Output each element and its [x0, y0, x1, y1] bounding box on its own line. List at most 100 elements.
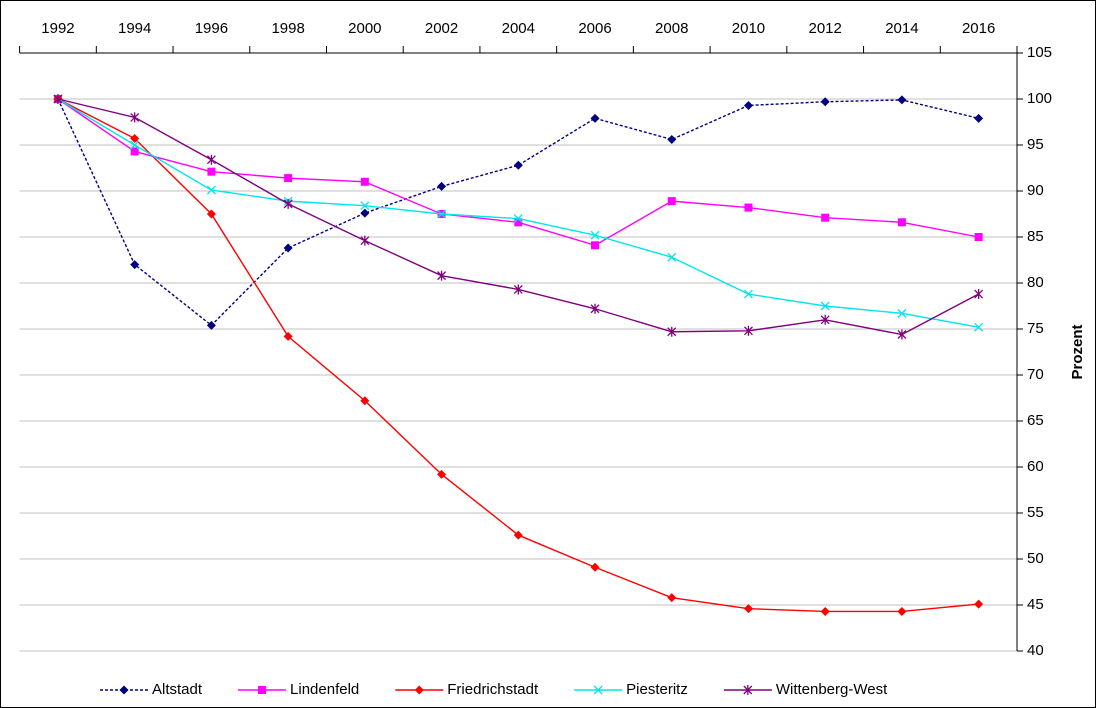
marker — [593, 685, 603, 695]
marker — [820, 314, 830, 325]
x-tick-label: 2014 — [885, 20, 918, 37]
marker — [974, 289, 984, 300]
marker — [820, 97, 830, 107]
marker — [283, 198, 293, 209]
x-tick-label: 2016 — [962, 20, 995, 37]
marker — [590, 230, 600, 240]
marker — [667, 326, 677, 337]
marker — [897, 308, 907, 318]
marker — [119, 685, 129, 695]
marker — [974, 322, 984, 332]
y-tick-label: 50 — [1027, 550, 1044, 567]
y-tick-label: 95 — [1027, 136, 1044, 153]
marker — [974, 233, 983, 241]
marker — [284, 174, 293, 183]
marker — [130, 147, 139, 156]
marker — [897, 95, 907, 105]
marker — [130, 134, 140, 144]
marker — [743, 604, 753, 614]
x-tick-label: 2010 — [732, 20, 765, 37]
marker — [360, 235, 370, 246]
marker — [437, 469, 447, 479]
marker — [667, 593, 677, 603]
x-tick-label: 1992 — [41, 20, 74, 37]
x-tick-label: 2000 — [348, 20, 381, 37]
marker — [744, 203, 753, 212]
marker — [414, 685, 424, 695]
marker — [974, 113, 984, 123]
marker — [283, 331, 293, 341]
marker — [820, 301, 830, 311]
y-tick-label: 105 — [1027, 44, 1052, 61]
legend-label: Friedrichstadt — [447, 681, 539, 698]
legend-item: Friedrichstadt — [395, 681, 539, 698]
marker — [258, 686, 267, 694]
marker — [360, 201, 370, 211]
marker — [130, 112, 140, 123]
marker — [513, 284, 523, 295]
marker — [513, 160, 523, 170]
legend-item: Wittenberg-West — [723, 681, 888, 698]
x-tick-label: 1996 — [195, 20, 228, 37]
legend-item: Piesteritz — [574, 681, 688, 698]
marker — [667, 197, 676, 206]
marker — [744, 325, 753, 336]
marker — [897, 218, 906, 227]
marker — [897, 606, 907, 616]
x-tick-label: 2008 — [655, 20, 688, 37]
marker — [897, 329, 907, 340]
marker — [744, 289, 753, 299]
marker — [590, 113, 600, 123]
marker — [514, 218, 523, 227]
marker — [590, 303, 600, 314]
x-tick-label: 2012 — [809, 20, 842, 37]
marker — [206, 209, 216, 219]
marker — [130, 260, 140, 270]
x-tick-label: 2006 — [578, 20, 611, 37]
legend-item: Lindenfeld — [238, 681, 359, 698]
marker — [974, 599, 984, 609]
y-tick-label: 65 — [1027, 412, 1044, 429]
marker — [53, 94, 63, 104]
marker — [206, 185, 216, 195]
marker — [667, 134, 677, 144]
marker — [360, 208, 370, 218]
y-tick-label: 75 — [1027, 320, 1044, 337]
marker — [820, 606, 830, 616]
marker — [667, 252, 677, 262]
marker — [360, 396, 370, 406]
marker — [821, 213, 830, 222]
legend-label: Wittenberg-West — [776, 681, 888, 698]
y-tick-label: 90 — [1027, 182, 1044, 199]
legend-label: Piesteritz — [626, 681, 688, 698]
marker — [437, 270, 447, 281]
x-tick-label: 2002 — [425, 20, 458, 37]
marker — [513, 530, 523, 540]
marker — [591, 241, 600, 250]
x-tick-label: 1998 — [271, 20, 304, 37]
y-tick-label: 70 — [1027, 366, 1044, 383]
x-tick-label: 1994 — [118, 20, 151, 37]
y-tick-label: 45 — [1027, 596, 1044, 613]
marker — [206, 320, 216, 330]
marker — [360, 177, 369, 186]
y-tick-label: 85 — [1027, 228, 1044, 245]
marker — [743, 100, 753, 110]
y-tick-label: 40 — [1027, 642, 1044, 659]
marker — [513, 214, 523, 224]
marker — [130, 140, 140, 150]
y-tick-label: 55 — [1027, 504, 1044, 521]
marker — [207, 167, 216, 176]
legend-label: Altstadt — [152, 681, 203, 698]
marker — [437, 181, 447, 191]
marker — [206, 154, 216, 165]
legend-label: Lindenfeld — [290, 681, 359, 698]
x-tick-label: 2004 — [502, 20, 535, 37]
legend-item: Altstadt — [100, 681, 203, 698]
marker — [590, 562, 600, 572]
y-tick-label: 100 — [1027, 90, 1052, 107]
marker — [743, 685, 753, 695]
marker — [437, 209, 447, 219]
